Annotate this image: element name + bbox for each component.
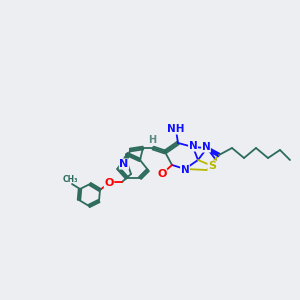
- Text: S: S: [208, 161, 216, 171]
- Text: O: O: [104, 178, 114, 188]
- Text: H: H: [148, 135, 156, 145]
- Text: N: N: [189, 141, 197, 151]
- Text: N: N: [119, 159, 129, 169]
- Text: NH: NH: [167, 124, 185, 134]
- Text: N: N: [181, 165, 189, 175]
- Text: N: N: [202, 142, 210, 152]
- Text: O: O: [157, 169, 167, 179]
- Text: CH₃: CH₃: [62, 175, 78, 184]
